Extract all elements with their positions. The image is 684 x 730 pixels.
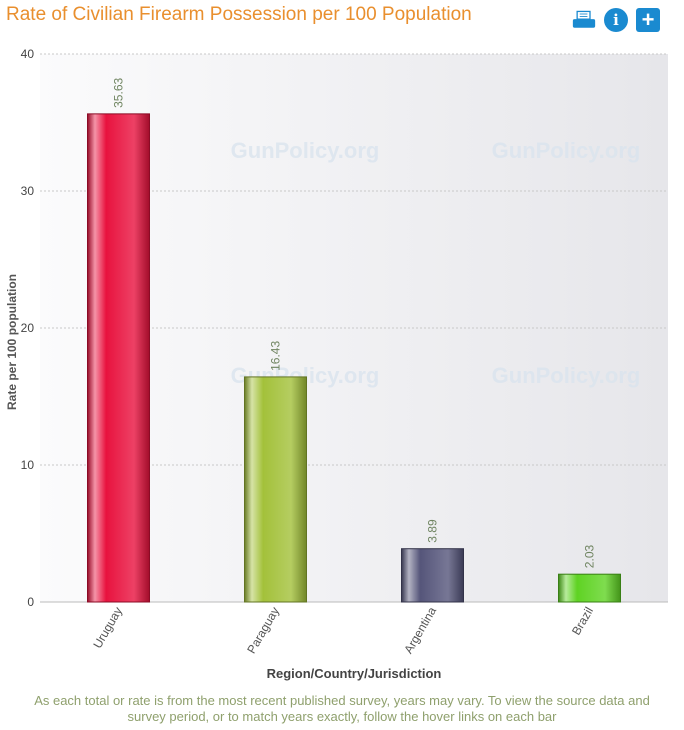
y-tick-label: 20 xyxy=(21,321,35,335)
info-icon: i xyxy=(613,11,619,29)
bar-argentina[interactable] xyxy=(401,548,464,603)
y-axis-title: Rate per 100 population xyxy=(5,274,19,410)
data-label: 35.63 xyxy=(112,78,126,108)
x-tick-label: Uruguay xyxy=(90,605,125,651)
data-label: 3.89 xyxy=(426,519,440,543)
toolbar: i + xyxy=(572,8,660,32)
y-tick-label: 10 xyxy=(21,458,35,472)
watermark-text: GunPolicy.org xyxy=(492,138,641,163)
bars: 35.63 16.43 3.89 2.03 xyxy=(87,78,621,603)
y-axis: 0 10 20 30 40 xyxy=(21,47,35,609)
y-tick-label: 0 xyxy=(27,595,34,609)
bar-brazil[interactable] xyxy=(558,573,621,603)
y-tick-label: 30 xyxy=(21,184,35,198)
data-label: 2.03 xyxy=(583,545,597,569)
x-axis-title: Region/Country/Jurisdiction xyxy=(267,666,442,681)
info-button[interactable]: i xyxy=(604,8,628,32)
data-label: 16.43 xyxy=(269,341,283,371)
x-tick-label: Paraguay xyxy=(244,605,282,656)
watermark-text: GunPolicy.org xyxy=(492,363,641,388)
footnote: As each total or rate is from the most r… xyxy=(34,693,650,724)
chart: GunPolicy.org GunPolicy.org GunPolicy.org G… xyxy=(0,40,684,690)
x-axis: Uruguay Paraguay Argentina Brazil xyxy=(90,604,596,656)
x-tick-label: Argentina xyxy=(401,604,439,656)
y-tick-label: 40 xyxy=(21,47,35,61)
printer-icon xyxy=(572,10,596,28)
chart-title: Rate of Civilian Firearm Possession per … xyxy=(6,4,472,25)
plus-icon: + xyxy=(641,7,655,32)
watermark-text: GunPolicy.org xyxy=(231,138,380,163)
x-tick-label: Brazil xyxy=(569,605,596,638)
expand-button[interactable]: + xyxy=(636,8,660,32)
bar-paraguay[interactable] xyxy=(244,376,307,603)
print-button[interactable] xyxy=(572,8,596,32)
bar-uruguay[interactable] xyxy=(87,113,150,603)
